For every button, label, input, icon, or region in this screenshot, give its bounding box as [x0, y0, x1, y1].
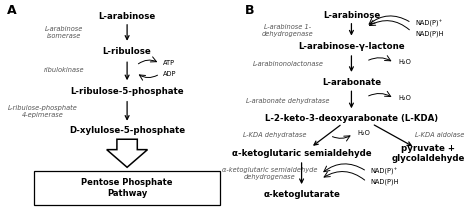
- Text: L-2-keto-3-deoxyarabonate (L-KDA): L-2-keto-3-deoxyarabonate (L-KDA): [265, 114, 438, 123]
- Text: L-arabonate dehydratase: L-arabonate dehydratase: [246, 98, 330, 104]
- Text: L-arabinose-γ-lactone: L-arabinose-γ-lactone: [298, 42, 405, 51]
- Polygon shape: [107, 139, 147, 167]
- Text: A: A: [7, 4, 17, 17]
- Text: L-arabinose: L-arabinose: [323, 11, 380, 20]
- Text: H₂O: H₂O: [357, 130, 370, 136]
- Text: H₂O: H₂O: [398, 59, 411, 65]
- Text: ribulokinase: ribulokinase: [43, 67, 84, 73]
- Text: NAD(P)H: NAD(P)H: [371, 179, 399, 185]
- Text: L-arabinose 1-
dehydrogenase: L-arabinose 1- dehydrogenase: [262, 24, 314, 37]
- Text: α-ketoglutaric semialdehyde: α-ketoglutaric semialdehyde: [232, 149, 372, 158]
- Text: L-KDA dehydratase: L-KDA dehydratase: [243, 132, 306, 138]
- Text: L-arabinose
isomerase: L-arabinose isomerase: [45, 26, 83, 39]
- Text: NAD(P)⁺: NAD(P)⁺: [371, 168, 398, 175]
- Text: Pentose Phosphate
Pathway: Pentose Phosphate Pathway: [82, 178, 173, 198]
- Text: L-arabonate: L-arabonate: [322, 78, 381, 87]
- Text: L-ribulose: L-ribulose: [103, 47, 152, 56]
- Text: L-arabinonolactonase: L-arabinonolactonase: [253, 61, 323, 67]
- Text: B: B: [245, 4, 255, 17]
- Text: L-arabinose: L-arabinose: [99, 12, 156, 21]
- Text: NAD(P)H: NAD(P)H: [415, 30, 443, 36]
- Text: pyruvate +
glycolaldehyde: pyruvate + glycolaldehyde: [392, 144, 465, 163]
- Text: L-KDA aldolase: L-KDA aldolase: [415, 132, 465, 138]
- Text: L-ribulose-5-phosphate: L-ribulose-5-phosphate: [70, 87, 184, 96]
- Text: D-xylulose-5-phosphate: D-xylulose-5-phosphate: [69, 126, 185, 135]
- Text: ADP: ADP: [164, 71, 177, 77]
- Text: L-ribulose-phosphate
4-epimerase: L-ribulose-phosphate 4-epimerase: [9, 105, 78, 118]
- Text: H₂O: H₂O: [398, 95, 411, 101]
- Text: α-ketoglutarate: α-ketoglutarate: [263, 190, 340, 199]
- FancyBboxPatch shape: [34, 172, 220, 205]
- Text: NAD(P)⁺: NAD(P)⁺: [415, 19, 442, 26]
- Text: ATP: ATP: [164, 60, 175, 66]
- Text: α-ketoglutaric semialdehyde
dehydrogenase: α-ketoglutaric semialdehyde dehydrogenas…: [222, 167, 318, 180]
